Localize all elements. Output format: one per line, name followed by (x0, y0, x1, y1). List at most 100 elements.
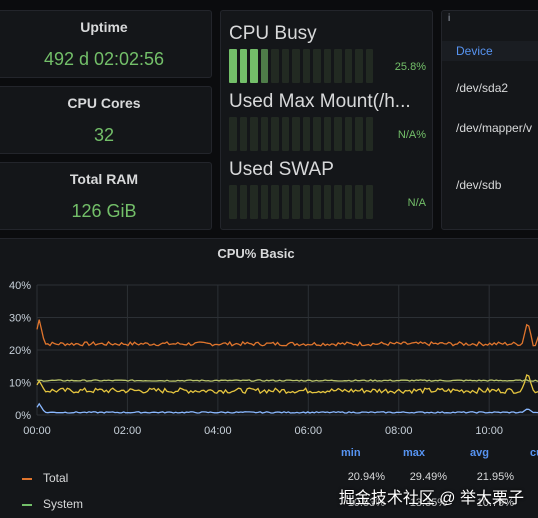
total-ram-title: Total RAM (69, 171, 139, 187)
bar-gauge-cell (355, 117, 363, 151)
bar-gauge-cell (260, 49, 268, 83)
bar-gauge-cell (355, 185, 363, 219)
bar-gauge-cell (313, 49, 321, 83)
legend-header-min[interactable]: min (341, 447, 361, 459)
bar-gauge-cell (271, 117, 279, 151)
y-tick-label: 10% (9, 378, 31, 390)
uptime-value: 492 d 02:02:56 (43, 49, 165, 69)
legend-header-current[interactable]: current (530, 447, 538, 459)
bar-gauge-cell (260, 185, 268, 219)
used-swap-value: N/A (407, 197, 426, 209)
bar-gauge-cell (281, 49, 289, 83)
y-tick-label: 40% (9, 280, 31, 292)
table-header: Device (442, 41, 538, 61)
bar-gauge-cell (239, 49, 247, 83)
bar-gauge-cell (281, 185, 289, 219)
x-tick-label: 04:00 (204, 425, 232, 437)
bar-gauge-cell (229, 49, 237, 83)
legend-value-min: 20.94% (347, 471, 385, 483)
cpu-busy-value: 25.8% (394, 61, 426, 73)
legend-series-name: Total (43, 471, 69, 485)
bar-gauge-cell (334, 117, 342, 151)
device-table-panel: i [ Device /dev/sda2 /dev/mapper/v /dev/… (441, 10, 538, 230)
table-row: /dev/mapper/v (456, 121, 533, 135)
cpu-chart[interactable]: 40% 30% 20% 10% 0% 00:00 02:00 04:00 06:00 08:00 1… (0, 275, 538, 480)
legend-value-max: 29.49% (409, 471, 447, 483)
bar-gauge-cell (313, 117, 321, 151)
bar-gauge-cell (302, 185, 310, 219)
bar-gauge-cell (250, 117, 258, 151)
bar-gauge-cell (365, 49, 373, 83)
bar-gauge-cell (292, 117, 300, 151)
bar-gauge-cell (334, 49, 342, 83)
bar-gauge-cell (239, 185, 247, 219)
y-tick-label: 0% (15, 410, 31, 422)
bar-gauge-cell (344, 49, 352, 83)
legend-series-name: System (43, 497, 84, 511)
bar-gauge-cell (323, 117, 331, 151)
used-swap-bar (229, 185, 373, 219)
bar-gauge-cell (334, 185, 342, 219)
bar-gauge-cell (229, 185, 237, 219)
used-max-mount-title: Used Max Mount(/h... (229, 91, 411, 112)
bar-gauge-cell (365, 185, 373, 219)
table-row: /dev/sdb (456, 178, 502, 192)
cpu-cores-panel: CPU Cores 32 (0, 86, 212, 154)
bar-gauge-cell (302, 117, 310, 151)
cpu-busy-bar (229, 49, 373, 83)
bar-gauge-cell (323, 49, 331, 83)
legend-value-current: 25.5 (514, 471, 538, 483)
series-line-system (36, 374, 538, 395)
y-tick-label: 20% (9, 345, 31, 357)
legend-value-min: 10.53% (347, 497, 385, 509)
y-tick-label: 30% (9, 313, 31, 325)
watermark-text: 掘金技术社区 @ 举大栗子 (338, 490, 524, 507)
cpu-cores-value: 32 (93, 125, 115, 145)
bar-gauge-cell (239, 117, 247, 151)
table-row: /dev/sda2 (456, 81, 509, 95)
device-column-header[interactable]: Device (456, 44, 493, 58)
bar-gauge-cell (281, 117, 289, 151)
legend-header-max[interactable]: max (403, 447, 426, 459)
cpu-cores-title: CPU Cores (67, 95, 141, 111)
series-line-total (36, 319, 538, 347)
legend-value-max: 13.35% (409, 497, 447, 509)
legend-header-avg[interactable]: avg (470, 447, 489, 459)
bar-gauge-cell (323, 185, 331, 219)
series-line-iowait (36, 402, 538, 414)
bar-gauge-cell (313, 185, 321, 219)
series-line-user (36, 379, 538, 382)
bar-gauge-panel: CPU Busy 25.8% Used Max Mount(/h... N/A%… (220, 10, 433, 230)
bar-gauge-cell (302, 49, 310, 83)
bar-gauge-cell (292, 185, 300, 219)
x-tick-label: 00:00 (23, 425, 51, 437)
bar-gauge-cell (344, 117, 352, 151)
bar-gauge-cell (250, 49, 258, 83)
x-tick-label: 10:00 (475, 425, 503, 437)
bar-gauge-cell (260, 117, 268, 151)
total-ram-panel: Total RAM 126 GiB (0, 162, 212, 230)
bar-gauge-cell (292, 49, 300, 83)
x-tick-label: 08:00 (385, 425, 413, 437)
total-ram-value: 126 GiB (71, 201, 137, 221)
legend-value-avg: 21.95% (476, 471, 514, 483)
bar-gauge-cell (344, 185, 352, 219)
bar-gauge-cell (271, 49, 279, 83)
used-swap-title: Used SWAP (229, 159, 334, 180)
chart-title: CPU% Basic (217, 246, 295, 261)
used-max-mount-bar (229, 117, 373, 151)
bar-gauge-cell (355, 49, 363, 83)
info-icon[interactable]: i (448, 13, 451, 24)
bar-gauge-cell (365, 117, 373, 151)
legend-item[interactable]: Total 20.94% 29.49% 21.95%25.5 (0, 471, 538, 487)
x-tick-label: 06:00 (295, 425, 323, 437)
legend-swatch (22, 504, 32, 506)
uptime-panel: Uptime 492 d 02:02:56 (0, 10, 212, 78)
bar-gauge-cell (271, 185, 279, 219)
x-tick-label: 02:00 (114, 425, 142, 437)
bar-gauge-cell (229, 117, 237, 151)
cpu-basic-panel: CPU% Basic 40% 30% 20% 10% 0% 00:00 02:00 04:00… (0, 238, 538, 518)
cpu-busy-title: CPU Busy (229, 23, 317, 44)
legend-value-avg: 10.79% (476, 497, 514, 509)
